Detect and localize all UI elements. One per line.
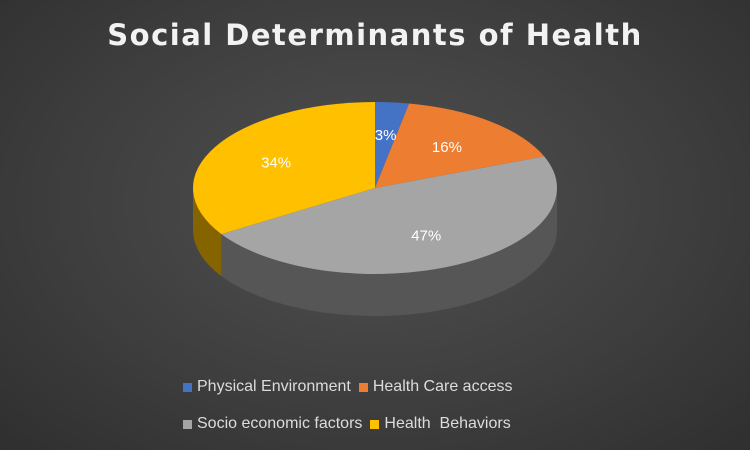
data-label-physical-environment: 3% xyxy=(375,127,397,144)
legend: Physical Environment Health Care access … xyxy=(183,376,603,450)
pie-slice-physical-environment xyxy=(375,102,410,188)
legend-label: Socio economic factors xyxy=(197,415,363,432)
legend-swatch xyxy=(183,382,192,392)
pie-slice-health-behaviors xyxy=(193,102,375,235)
legend-item-socio-economic-factors: Socio economic factors xyxy=(183,415,362,433)
pie-sides xyxy=(193,188,557,317)
pie-side-socio-economic-factors xyxy=(221,188,557,317)
data-label-socio-economic-factors: 47% xyxy=(411,228,441,245)
legend-row: Physical Environment Health Care access xyxy=(183,376,603,398)
legend-item-health-care-access: Health Care access xyxy=(358,378,513,396)
pie-side-health-behaviors xyxy=(193,188,222,277)
legend-item-physical-environment: Physical Environment xyxy=(183,378,351,396)
pie-slices xyxy=(193,102,557,274)
legend-label: Physical Environment xyxy=(197,378,351,395)
chart-title: Social Determinants of Health xyxy=(107,18,643,52)
legend-item-health-behaviors: Health Behaviors xyxy=(370,415,511,433)
legend-swatch xyxy=(370,419,380,429)
legend-swatch xyxy=(183,419,192,429)
legend-swatch xyxy=(358,382,368,392)
legend-label: Health Care access xyxy=(372,378,513,395)
pie-slice-socio-economic-factors xyxy=(221,156,557,274)
legend-row: Socio economic factors Health Behaviors xyxy=(183,413,603,435)
pie-data-labels: 3% 16% 47% 34% xyxy=(261,127,462,245)
pie-slice-health-care-access xyxy=(375,103,545,188)
data-label-health-behaviors: 34% xyxy=(261,154,291,171)
data-label-health-care-access: 16% xyxy=(432,139,462,156)
legend-label: Health Behaviors xyxy=(384,415,511,432)
